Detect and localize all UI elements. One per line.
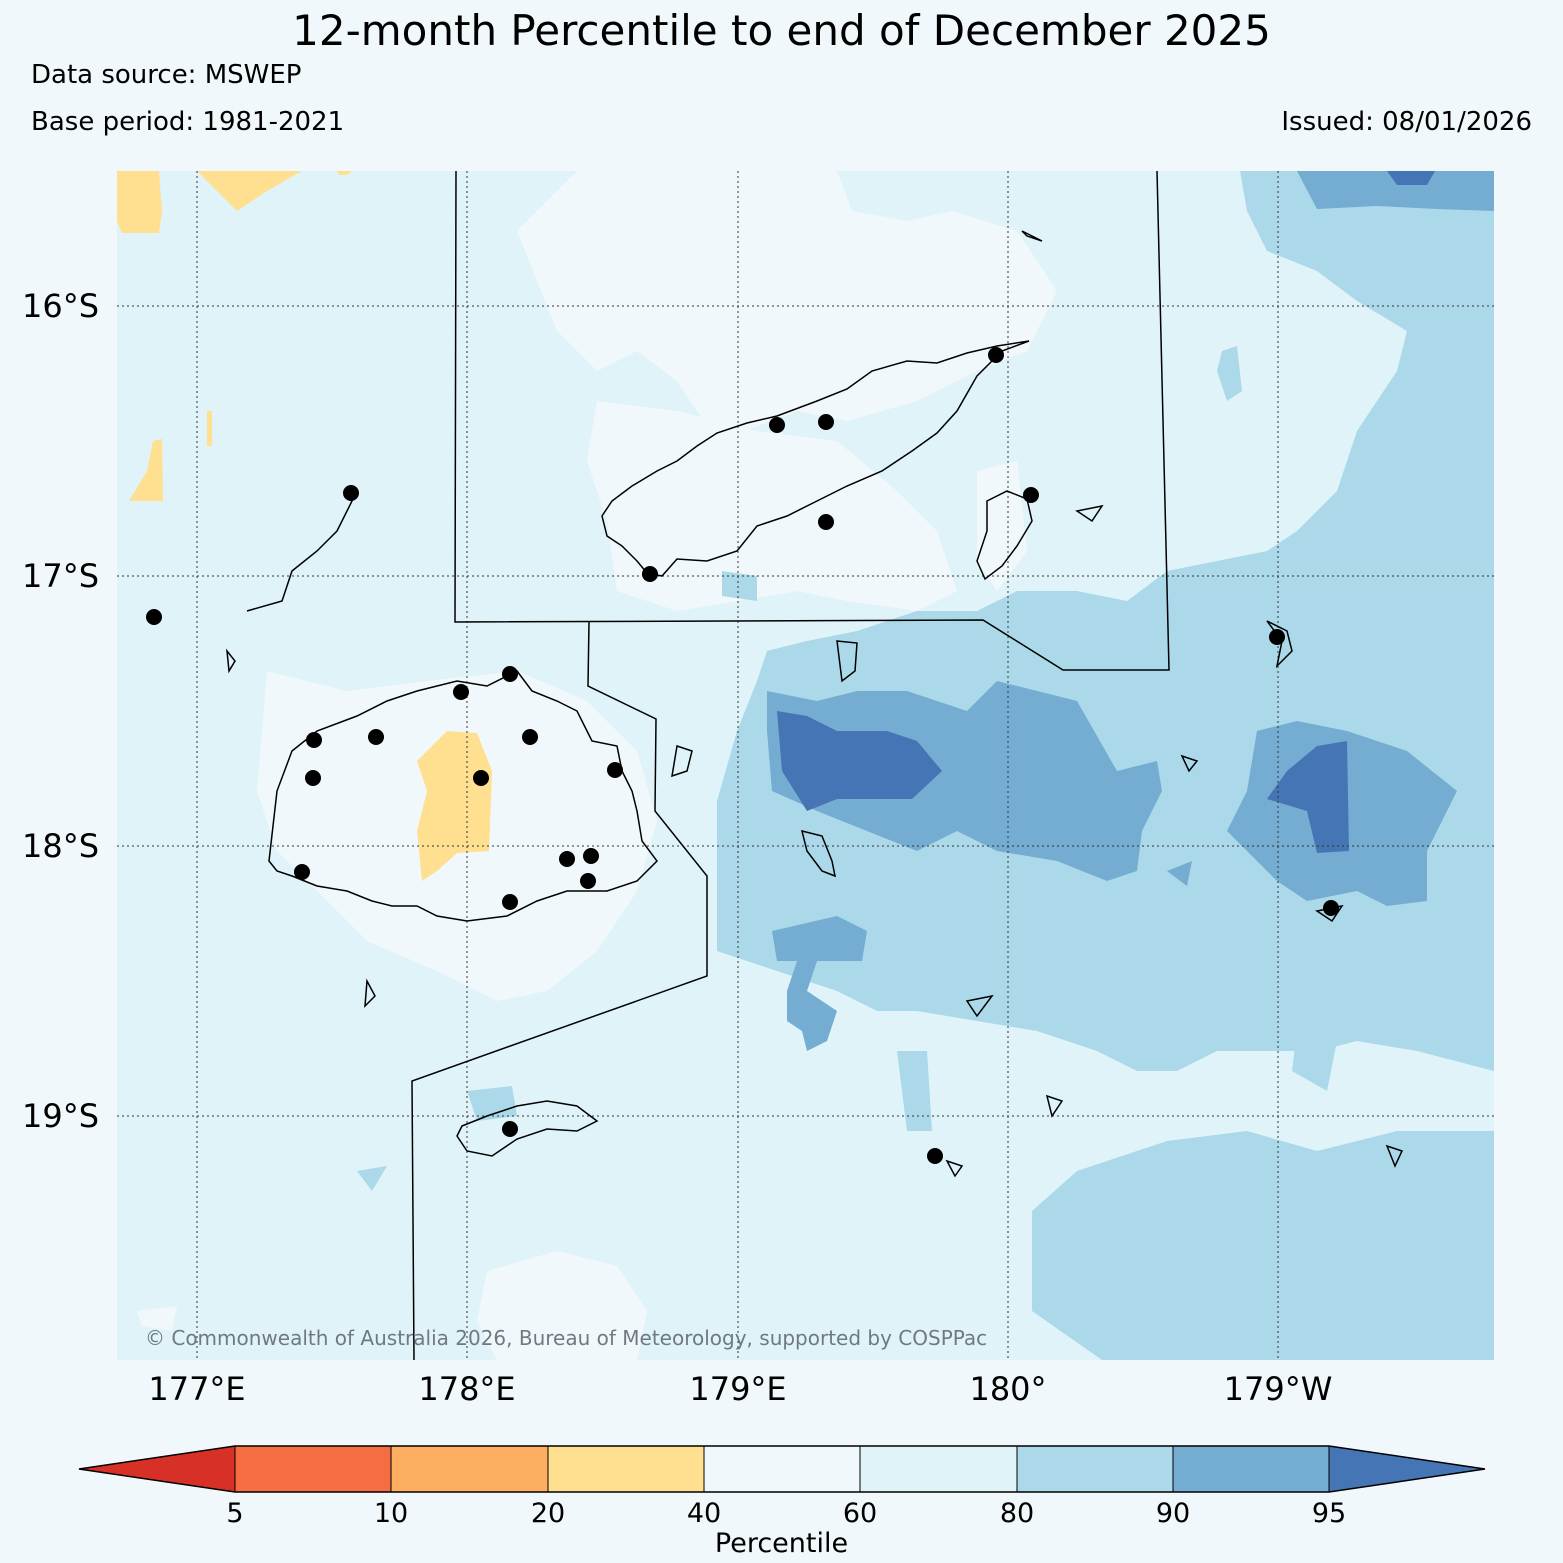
colorbar-segment-10-20 [391,1446,548,1492]
colorbar-tick-90: 90 [1155,1498,1191,1529]
percentile-band-above-95 [777,711,942,811]
percentile-band-90-95 [1167,861,1192,886]
lat-label-17s: 17°S [22,557,100,595]
station-dot-icon [502,894,518,910]
colorbar-tick-20: 20 [530,1498,566,1529]
station-dot-icon [769,417,785,433]
percentile-band-90-95 [772,916,867,1051]
percentile-band-20-40 [207,411,212,446]
lon-label-178e: 178°E [418,1370,516,1408]
station-dot-icon [502,666,518,682]
colorbar-segment-20-40 [548,1446,704,1492]
percentile-band-80-90 [1217,346,1242,401]
percentile-map [117,171,1494,1360]
colorbar-tick-95: 95 [1311,1498,1347,1529]
colorbar-tick-10: 10 [373,1498,409,1529]
percentile-band-80-90 [357,1166,387,1191]
colorbar-segment-above-95 [1329,1446,1485,1492]
percentile-band-20-40 [417,731,492,881]
issued-date-text: Issued: 08/01/2026 [1281,107,1532,137]
percentile-band-40-60 [477,1251,647,1360]
lon-label-179e: 179°E [689,1370,787,1408]
station-dot-icon [502,1121,518,1137]
percentile-band-20-40 [337,171,352,175]
lon-label-177e: 177°E [148,1370,246,1408]
colorbar-segment-90-95 [1173,1446,1329,1492]
station-dot-icon [305,770,321,786]
percentile-band-above-95 [1387,171,1435,185]
base-period-text: Base period: 1981-2021 [31,107,345,137]
percentile-band-20-40 [117,171,162,233]
percentile-band-20-40 [129,439,163,501]
station-dot-icon [453,684,469,700]
percentile-band-above-95 [1267,741,1349,853]
colorbar-segment-60-80 [860,1446,1017,1492]
colorbar-segment-below-5 [79,1446,235,1492]
station-dot-icon [306,732,322,748]
colorbar-tick-40: 40 [686,1498,722,1529]
station-dot-icon [1023,487,1039,503]
station-dot-icon [607,762,623,778]
percentile-band-40-60 [137,1306,177,1331]
station-dot-icon [1269,629,1285,645]
percentile-band-90-95 [1297,171,1494,211]
colorbar-segment-5-10 [235,1446,391,1492]
colorbar-label: Percentile [714,1528,849,1559]
station-markers [146,347,1339,1164]
station-dot-icon [368,729,384,745]
chart-title: 12-month Percentile to end of December 2… [292,6,1271,55]
colorbar-tick-60: 60 [842,1498,878,1529]
island-coastlines [226,230,1404,1178]
station-dot-icon [1323,900,1339,916]
colorbar-segment-80-90 [1017,1446,1173,1492]
station-dot-icon [294,864,310,880]
colorbar-segment-40-60 [704,1446,860,1492]
data-source-text: Data source: MSWEP [31,60,302,90]
station-dot-icon [473,770,489,786]
percentile-band-80-90 [1292,1031,1337,1091]
colorbar-tick-5: 5 [226,1498,244,1529]
percentile-band-80-90 [897,1051,932,1131]
station-dot-icon [818,414,834,430]
map-canvas [117,171,1494,1360]
station-dot-icon [642,566,658,582]
region-boundaries [411,171,1170,1360]
percentile-band-20-40 [197,171,302,211]
lat-label-16s: 16°S [22,287,100,325]
copyright-notice: © Commonwealth of Australia 2026, Bureau… [145,1326,988,1350]
station-dot-icon [146,609,162,625]
percentile-band-80-90 [467,1086,517,1121]
lon-label-180: 180° [969,1370,1047,1408]
station-dot-icon [559,851,575,867]
station-dot-icon [343,485,359,501]
lat-label-19s: 19°S [22,1097,100,1135]
station-dot-icon [818,514,834,530]
station-dot-icon [583,848,599,864]
station-dot-icon [988,347,1004,363]
percentile-band-80-90 [722,571,757,601]
station-dot-icon [927,1148,943,1164]
lon-label-179w: 179°W [1223,1370,1333,1408]
map-gridlines [117,171,1494,1360]
station-dot-icon [522,729,538,745]
colorbar-tick-80: 80 [999,1498,1035,1529]
station-dot-icon [580,873,596,889]
lat-label-18s: 18°S [22,827,100,865]
